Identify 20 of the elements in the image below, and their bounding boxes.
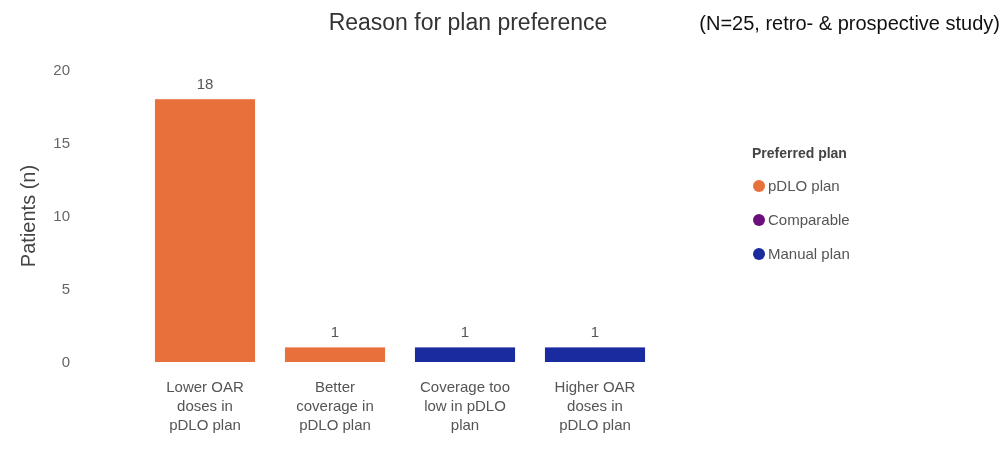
legend-label: Manual plan: [768, 245, 850, 263]
y-tick-label: 20: [53, 61, 70, 79]
data-label: 1: [460, 323, 470, 341]
y-axis-title: Patients (n): [17, 164, 39, 268]
y-tick-label: 5: [61, 280, 70, 298]
data-label: 1: [330, 323, 340, 341]
x-tick-label: Higher OAR doses in pDLO plan: [554, 378, 636, 433]
data-label: 18: [196, 75, 214, 93]
data-label: 1: [590, 323, 600, 341]
y-tick-label: 15: [53, 134, 70, 152]
x-tick-label: Lower OAR doses in pDLO plan: [166, 378, 244, 433]
x-tick-label: Better coverage in pDLO plan: [296, 378, 374, 433]
legend-label: pDLO plan: [768, 177, 840, 195]
legend-title: Preferred plan: [752, 145, 847, 161]
y-tick-label: 10: [53, 207, 70, 225]
y-tick-label: 0: [61, 353, 70, 371]
legend-label: Comparable: [768, 211, 850, 229]
text: (N=25, retro- & prospective study): [699, 12, 1000, 34]
chart-title: Reason for plan preference: [328, 9, 608, 35]
x-tick-label: Coverage too low in pDLO plan: [419, 378, 511, 433]
